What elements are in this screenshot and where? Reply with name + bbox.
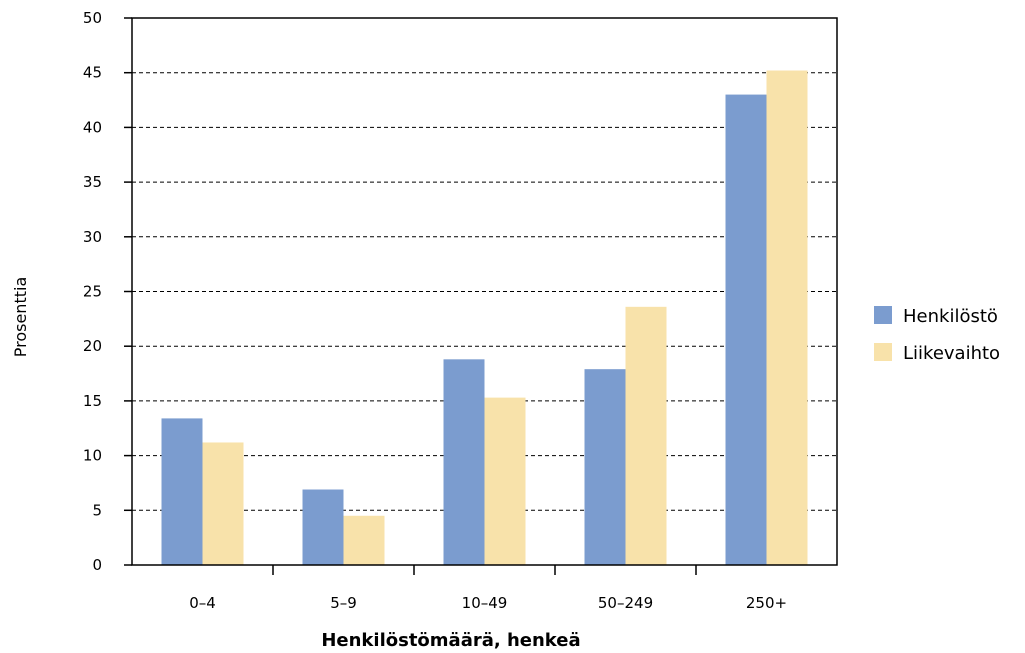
x-tick-label: 0–4 (189, 594, 216, 612)
x-axis-ticks: 0–4 5–9 10–49 50–249 250+ (189, 565, 787, 612)
y-tick-label: 40 (83, 118, 102, 136)
bars (161, 70, 808, 566)
y-tick-label: 50 (83, 9, 102, 27)
bar-henkilosto (302, 489, 344, 565)
y-tick-label: 30 (83, 228, 102, 246)
y-tick-label: 25 (83, 283, 102, 301)
bar-henkilosto (584, 369, 626, 565)
legend-label: Henkilöstö (903, 306, 998, 327)
legend-swatch (874, 306, 892, 324)
bar-liikevaihto (484, 397, 526, 565)
x-tick-label: 10–49 (462, 594, 508, 612)
y-tick-label: 15 (83, 392, 102, 410)
bar-liikevaihto (202, 442, 244, 565)
bar-henkilosto (725, 94, 767, 565)
y-tick-label: 45 (83, 64, 102, 82)
x-tick-label: 5–9 (330, 594, 357, 612)
legend-label: Liikevaihto (903, 343, 1000, 364)
legend-swatch (874, 343, 892, 361)
y-tick-label: 5 (92, 501, 102, 519)
bar-liikevaihto (766, 70, 808, 566)
y-axis-label: Prosenttia (11, 277, 30, 358)
bar-henkilosto (443, 359, 485, 565)
bar-liikevaihto (625, 306, 667, 565)
x-axis-label: Henkilöstömäärä, henkeä (321, 630, 580, 651)
y-tick-label: 0 (92, 556, 102, 574)
x-tick-label: 250+ (746, 594, 787, 612)
y-tick-label: 35 (83, 173, 102, 191)
bar-liikevaihto (343, 515, 385, 565)
bar-henkilosto (161, 418, 203, 565)
x-tick-label: 50–249 (598, 594, 653, 612)
y-axis-ticks: 0 5 10 15 20 25 30 35 40 45 50 (83, 9, 132, 574)
y-tick-label: 10 (83, 447, 102, 465)
y-tick-label: 20 (83, 337, 102, 355)
legend: Henkilöstö Liikevaihto (874, 306, 1000, 364)
